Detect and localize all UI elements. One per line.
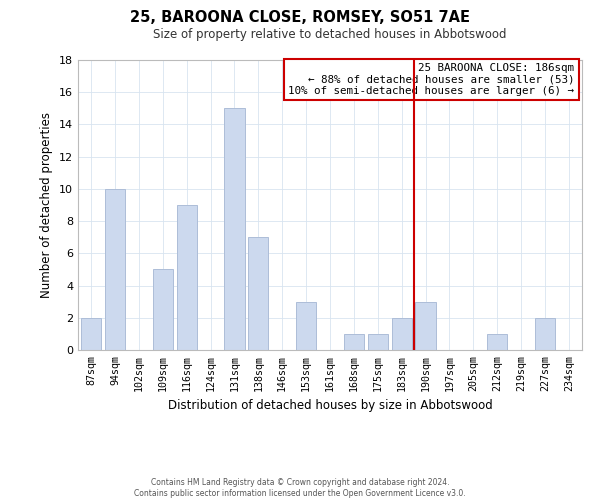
Text: 25 BAROONA CLOSE: 186sqm
← 88% of detached houses are smaller (53)
10% of semi-d: 25 BAROONA CLOSE: 186sqm ← 88% of detach… [289, 63, 574, 96]
Y-axis label: Number of detached properties: Number of detached properties [40, 112, 53, 298]
Bar [224, 108, 245, 350]
Bar [344, 334, 364, 350]
Bar [248, 237, 268, 350]
Bar [152, 270, 173, 350]
Text: Contains HM Land Registry data © Crown copyright and database right 2024.
Contai: Contains HM Land Registry data © Crown c… [134, 478, 466, 498]
Title: Size of property relative to detached houses in Abbotswood: Size of property relative to detached ho… [153, 28, 507, 41]
Bar [368, 334, 388, 350]
Text: 25, BAROONA CLOSE, ROMSEY, SO51 7AE: 25, BAROONA CLOSE, ROMSEY, SO51 7AE [130, 10, 470, 25]
X-axis label: Distribution of detached houses by size in Abbotswood: Distribution of detached houses by size … [167, 399, 493, 412]
Bar [81, 318, 101, 350]
Bar [296, 302, 316, 350]
Bar [392, 318, 412, 350]
Bar [415, 302, 436, 350]
Bar [535, 318, 555, 350]
Bar [487, 334, 508, 350]
Bar [105, 189, 125, 350]
Bar [176, 205, 197, 350]
